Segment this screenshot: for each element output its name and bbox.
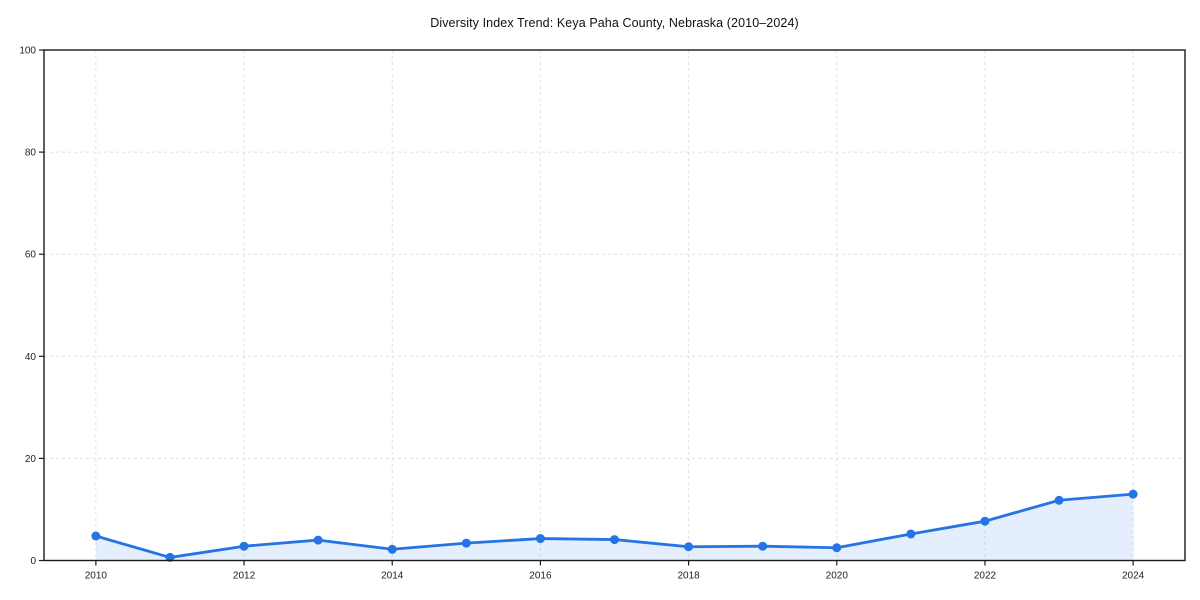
- y-tick-label: 20: [25, 454, 37, 465]
- y-tick-label: 40: [25, 352, 37, 363]
- data-point-2015: [461, 538, 471, 548]
- data-point-2022: [980, 516, 990, 526]
- x-tick-label: 2010: [85, 571, 108, 582]
- data-point-2020: [832, 543, 842, 553]
- data-point-2010: [91, 531, 101, 541]
- data-point-2011: [165, 552, 175, 562]
- chart-title: Diversity Index Trend: Keya Paha County,…: [430, 16, 799, 30]
- data-point-2018: [684, 542, 694, 552]
- data-point-2014: [387, 544, 397, 554]
- y-tick-label: 60: [25, 250, 37, 261]
- data-point-2024: [1128, 489, 1138, 499]
- trend-area: [95, 494, 1134, 561]
- y-tick-label: 80: [25, 148, 37, 159]
- data-point-2023: [1054, 495, 1064, 505]
- y-tick-label: 0: [30, 556, 36, 567]
- data-point-2017: [610, 535, 619, 545]
- data-point-2013: [313, 535, 323, 545]
- x-tick-label: 2018: [677, 571, 700, 582]
- x-tick-label: 2022: [974, 571, 997, 582]
- data-point-2012: [239, 541, 249, 551]
- data-point-2016: [535, 534, 545, 544]
- x-tick-label: 2020: [826, 571, 849, 582]
- x-tick-label: 2014: [381, 571, 404, 582]
- x-tick-label: 2012: [233, 571, 256, 582]
- y-tick-label: 100: [19, 46, 36, 57]
- data-point-2019: [758, 541, 768, 551]
- plot-border: [43, 49, 1186, 562]
- x-tick-label: 2024: [1122, 571, 1145, 582]
- x-tick-label: 2016: [529, 571, 552, 582]
- data-point-2021: [906, 529, 916, 539]
